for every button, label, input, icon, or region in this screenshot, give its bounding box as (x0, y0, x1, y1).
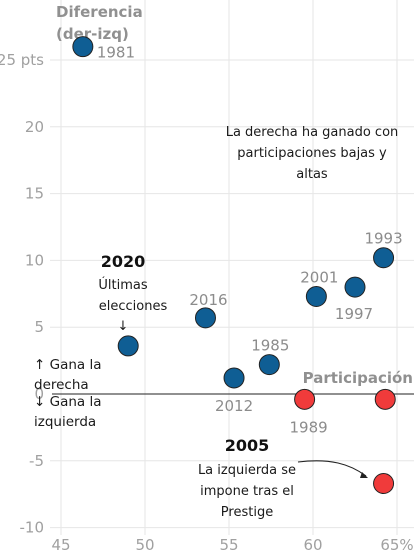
annotation-gana-derecha-line-1: ↑ Gana la (34, 357, 101, 373)
annotation-derecha-line-1: La derecha ha ganado con (226, 125, 399, 140)
data-point-1981 (72, 36, 94, 58)
x-tick-label: 55 (219, 536, 238, 552)
data-point-1985 (258, 354, 280, 376)
annotation-2005-line-2: impone tras el (200, 484, 294, 499)
annotation-gana-izquierda-line-2: izquierda (34, 414, 96, 430)
x-tick-label: 60 (303, 536, 322, 552)
x-tick-label: 50 (135, 536, 154, 552)
annotation-2005-title: 2005 (225, 436, 270, 455)
point-label-1981: 1981 (97, 44, 135, 62)
data-point-1989 (294, 388, 316, 410)
annotation-2005-line-1: La izquierda se (198, 463, 296, 478)
data-point-2020 (117, 335, 139, 357)
y-tick-label: 25 pts (0, 51, 44, 69)
annotation-gana-derecha-line-2: derecha (34, 377, 89, 393)
point-label-1993: 1993 (364, 230, 402, 248)
point-label-1985: 1985 (251, 337, 289, 355)
annotation-2005-line-3: Prestige (221, 505, 273, 520)
y-tick-label: 5 (34, 318, 44, 336)
annotation-derecha-line-3: altas (296, 167, 328, 182)
y-tick-label: -5 (29, 452, 44, 470)
annotation-2005-arrow-line (297, 460, 367, 477)
point-label-2001: 2001 (300, 268, 338, 286)
annotation-gana-izquierda-line-1: ↓ Gana la (34, 394, 101, 410)
data-point-2001 (305, 285, 327, 307)
y-tick-label: -10 (20, 519, 45, 537)
y-axis-title-line-1: Diferencia (56, 3, 143, 21)
annotations: La derecha ha ganado con participaciones… (34, 125, 398, 520)
data-points: 1981 2016 2012 1985 1989 2001 1997 1993 (72, 36, 403, 495)
annotation-2020-line-1: Últimas (98, 277, 147, 293)
point-label-1989: 1989 (290, 418, 328, 436)
y-axis-title-line-2: (der-izq) (56, 25, 129, 43)
y-tick-label: 10 (25, 251, 44, 269)
y-tick-label: 15 (25, 185, 44, 203)
point-label-2012: 2012 (215, 397, 253, 415)
data-point-2016 (194, 307, 216, 329)
data-point-1993 (373, 247, 395, 269)
annotation-2005-arrow-head (360, 472, 368, 478)
data-point-2012 (223, 367, 245, 389)
annotation-derecha-line-2: participaciones bajas y (237, 146, 387, 161)
y-tick-label: 20 (25, 118, 44, 136)
annotation-2020-line-2: elecciones (99, 299, 168, 314)
x-axis-title: Participación (303, 369, 413, 387)
x-tick-label: 45 (51, 536, 70, 552)
point-label-1997: 1997 (335, 305, 373, 323)
annotation-2020-title: 2020 (101, 252, 146, 271)
data-point-1997 (344, 276, 366, 298)
gridlines (50, 0, 414, 535)
data-point-unlabeled (373, 473, 395, 495)
y-tick-label: 0 (34, 385, 44, 403)
point-label-2016: 2016 (189, 291, 227, 309)
annotation-2020-arrow: ↓ (118, 319, 129, 334)
data-point-unlabeled (374, 388, 396, 410)
x-tick-label: 65% (380, 536, 413, 552)
